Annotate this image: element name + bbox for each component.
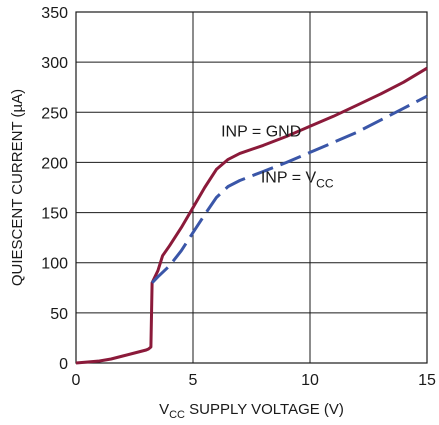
x-tick-label: 0	[72, 372, 81, 389]
series-labels: INP = GND INP = VCC	[221, 123, 334, 190]
x-axis-label-suffix: SUPPLY VOLTAGE (V)	[185, 401, 344, 418]
plot-frame	[75, 11, 428, 364]
x-axis-label: VCC SUPPLY VOLTAGE (V)	[159, 401, 344, 421]
y-tick-label: 300	[41, 55, 68, 72]
y-tick-label: 350	[41, 5, 68, 22]
series-line-1	[75, 66, 428, 365]
series-label-1: INP = GND	[221, 123, 301, 140]
y-tick-label: 200	[41, 155, 68, 172]
y-tick-label: 0	[59, 356, 68, 373]
x-axis-label-prefix: V	[159, 401, 169, 418]
x-tick-label: 5	[189, 372, 198, 389]
x-tick-label: 15	[418, 372, 436, 389]
series-label-2: INP = VCC	[261, 169, 334, 190]
y-tick-label: 100	[41, 256, 68, 273]
y-axis-label: QUIESCENT CURRENT (µA)	[9, 89, 26, 286]
x-axis-label-sub: CC	[169, 409, 185, 421]
y-tick-label: 50	[50, 306, 68, 323]
x-tick-label: 10	[301, 372, 319, 389]
series-line-2	[151, 94, 428, 284]
y-tick-label: 150	[41, 206, 68, 223]
series-layer	[75, 66, 428, 365]
grid-lines	[75, 11, 428, 364]
y-tick-label: 250	[41, 105, 68, 122]
